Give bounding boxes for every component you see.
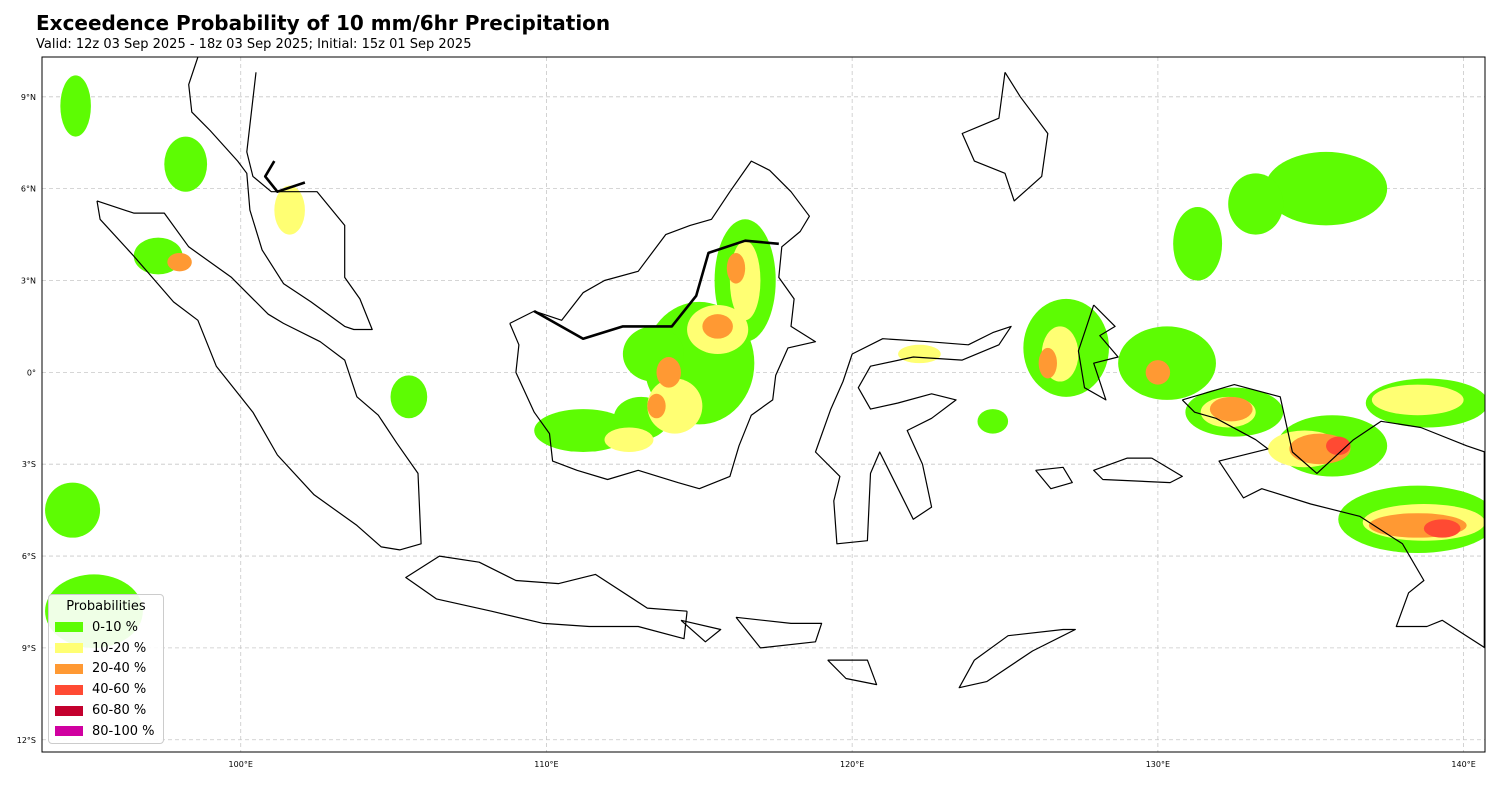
legend-title: Probabilities <box>66 599 146 614</box>
coastline <box>96 200 422 551</box>
precip-area <box>274 185 305 235</box>
precip-area <box>1173 207 1223 281</box>
precip-area <box>656 357 681 388</box>
legend-label: 10-20 % <box>92 640 147 656</box>
country-border <box>263 160 306 193</box>
legend-item: 0-10 % <box>55 617 157 638</box>
lat-tick-label: 0° <box>27 368 36 377</box>
lat-tick-label: 3°N <box>21 277 36 286</box>
coastline <box>1077 304 1119 401</box>
axis-tick-labels: 9°N 6°N 3°N 0° 3°S 6°S 9°S 12°S 100°E 110°E 120°E 1… <box>17 93 1476 769</box>
lat-tick-label: 9°N <box>21 93 36 102</box>
precip-area <box>702 314 733 339</box>
lon-tick-label: 110°E <box>534 760 558 769</box>
legend-item: 60-80 % <box>55 700 157 721</box>
legend-item: 20-40 % <box>55 659 157 680</box>
coastline <box>958 628 1076 689</box>
precipitation-layer <box>45 75 1485 648</box>
precip-area <box>1371 384 1464 416</box>
coastlines <box>96 57 1485 689</box>
map-subtitle: Valid: 12z 03 Sep 2025 - 18z 03 Sep 2025… <box>36 37 472 52</box>
legend-swatch <box>55 663 83 674</box>
country-border <box>533 239 779 340</box>
legend-label: 20-40 % <box>92 661 147 677</box>
country-borders <box>263 160 1485 648</box>
coastline <box>814 325 1012 545</box>
precip-area <box>647 378 703 434</box>
lon-tick-label: 130°E <box>1146 760 1170 769</box>
precip-area <box>1264 151 1388 226</box>
precip-area <box>1209 396 1253 422</box>
precip-area <box>1145 360 1171 385</box>
precip-area <box>45 482 101 538</box>
lon-tick-label: 120°E <box>840 760 864 769</box>
precip-area <box>1326 436 1351 456</box>
legend-swatch <box>55 684 83 695</box>
lat-tick-label: 6°N <box>21 185 36 194</box>
coastline <box>188 57 373 331</box>
legend-item: 80-100 % <box>55 721 157 742</box>
legend-swatch <box>55 726 83 737</box>
precip-area <box>164 136 208 192</box>
precip-area <box>390 375 428 419</box>
legend-label: 40-60 % <box>92 682 147 698</box>
lon-tick-label: 100°E <box>229 760 253 769</box>
precip-area <box>604 427 654 452</box>
lat-tick-label: 6°S <box>22 552 36 561</box>
precip-area <box>167 252 192 272</box>
precip-area <box>647 393 666 419</box>
lat-tick-label: 3°S <box>22 460 36 469</box>
coastline <box>961 71 1049 202</box>
coastline <box>827 659 878 686</box>
coastline <box>509 160 817 490</box>
precip-area <box>1118 326 1216 400</box>
legend-item: 40-60 % <box>55 679 157 700</box>
precip-area <box>726 252 746 284</box>
precip-area <box>1228 173 1284 235</box>
coastline <box>1093 457 1183 484</box>
legend-label: 0-10 % <box>92 619 138 635</box>
coastline <box>405 555 688 640</box>
precip-area <box>977 409 1009 434</box>
coastline <box>680 619 722 643</box>
map-title: Exceedence Probability of 10 mm/6hr Prec… <box>36 11 611 35</box>
precip-area <box>1423 519 1461 538</box>
lat-tick-label: 12°S <box>17 736 36 745</box>
legend-label: 80-100 % <box>92 723 155 739</box>
legend: Probabilities 0-10 % 10-20 % 20-40 % 40-60 … <box>48 594 164 744</box>
legend-items: 0-10 % 10-20 % 20-40 % 40-60 % 60-80 % 80-100… <box>55 617 157 742</box>
legend-item: 10-20 % <box>55 638 157 659</box>
legend-swatch <box>55 643 83 654</box>
lat-tick-label: 9°S <box>22 644 36 653</box>
precip-area <box>1038 347 1057 379</box>
legend-swatch <box>55 705 83 716</box>
coastline <box>1181 384 1485 649</box>
map-frame <box>41 56 1486 753</box>
lon-tick-label: 140°E <box>1451 760 1475 769</box>
precip-area <box>898 344 941 364</box>
precip-area <box>60 75 91 137</box>
coastline <box>735 616 823 649</box>
legend-label: 60-80 % <box>92 703 147 719</box>
legend-swatch <box>55 622 83 633</box>
coastline <box>1035 466 1073 490</box>
